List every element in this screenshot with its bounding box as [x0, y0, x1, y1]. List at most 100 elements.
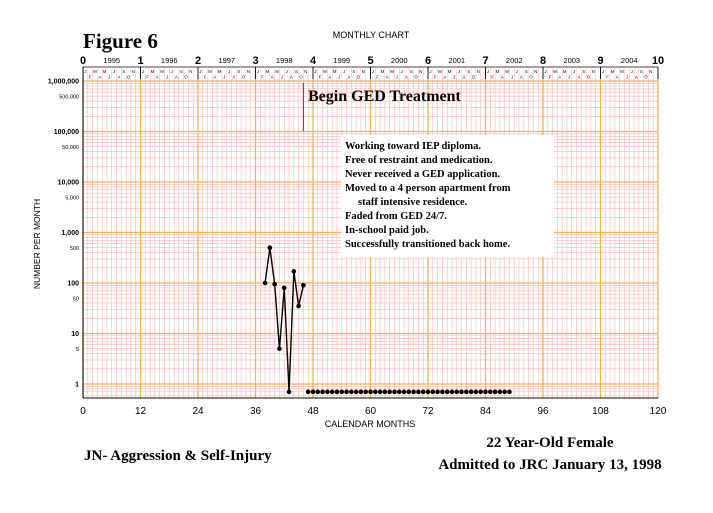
- data-point: [296, 303, 301, 309]
- month-letter: J: [142, 69, 144, 74]
- month-letter: M: [333, 69, 337, 74]
- month-letter: M: [505, 69, 509, 74]
- month-letter: O: [357, 75, 361, 80]
- month-letter: J: [338, 75, 340, 80]
- data-point: [425, 389, 431, 395]
- month-letter: J: [171, 69, 173, 74]
- data-point: [449, 389, 455, 395]
- month-letter: M: [438, 69, 442, 74]
- data-series: [262, 83, 512, 395]
- month-letter: F: [549, 75, 552, 80]
- month-letter: S: [410, 69, 413, 74]
- month-letter: F: [89, 75, 92, 80]
- x-tick-label: 96: [537, 406, 549, 417]
- month-letter: S: [467, 69, 470, 74]
- y-tick-label: 500: [70, 246, 79, 252]
- x-tick-label: 12: [135, 406, 147, 417]
- month-letter: S: [237, 69, 240, 74]
- top-year-label: 2001: [448, 56, 465, 65]
- footer-left: JN- Aggression & Self-Injury: [84, 448, 272, 464]
- month-letter: F: [434, 75, 437, 80]
- top-year-number: 9: [597, 55, 603, 67]
- month-letter: J: [228, 69, 230, 74]
- month-letter: M: [553, 69, 557, 74]
- notes-box: [341, 135, 554, 257]
- y-tick-label: 100,000: [54, 129, 79, 136]
- month-letter: A: [405, 75, 408, 80]
- month-letter: A: [233, 75, 236, 80]
- top-year-number: 0: [80, 55, 86, 67]
- data-point: [310, 389, 316, 395]
- data-point: [411, 389, 416, 395]
- month-letter: N: [304, 69, 307, 74]
- month-letter: M: [390, 69, 394, 74]
- month-letter: O: [184, 75, 188, 80]
- month-letter: M: [611, 69, 615, 74]
- month-letter: F: [319, 75, 322, 80]
- x-tick-label: 120: [650, 406, 667, 417]
- month-letter: N: [592, 69, 595, 74]
- data-point: [272, 281, 277, 287]
- month-letter: J: [108, 75, 110, 80]
- month-letter: J: [511, 75, 513, 80]
- month-letter: J: [84, 69, 86, 74]
- month-letter: A: [98, 75, 101, 80]
- top-year-number: 4: [310, 55, 317, 67]
- data-point: [267, 245, 273, 251]
- data-point: [502, 389, 507, 395]
- month-letter: O: [299, 75, 303, 80]
- month-letter: O: [127, 75, 131, 80]
- top-year-number: 10: [652, 55, 664, 67]
- month-letter: A: [501, 75, 504, 80]
- x-tick-label: 72: [422, 406, 434, 417]
- month-letter: F: [146, 75, 149, 80]
- data-point: [325, 389, 330, 395]
- month-letter: A: [616, 75, 619, 80]
- figure-label: Figure 6: [83, 29, 158, 53]
- y-tick-label: 5: [76, 347, 79, 353]
- data-point: [416, 389, 421, 395]
- month-letter: O: [414, 75, 418, 80]
- data-point: [315, 389, 321, 395]
- month-letter: J: [602, 69, 604, 74]
- month-letter: A: [520, 75, 523, 80]
- data-point: [440, 389, 445, 395]
- note-line: Faded from GED 24/7.: [345, 211, 447, 222]
- month-letter: A: [156, 75, 159, 80]
- note-line: Free of restraint and medication.: [345, 155, 493, 166]
- month-letter: J: [401, 69, 403, 74]
- month-letter: O: [472, 75, 476, 80]
- month-letter: N: [419, 69, 422, 74]
- month-letter: F: [491, 75, 494, 80]
- month-letter: O: [587, 75, 591, 80]
- month-letter: J: [544, 69, 546, 74]
- x-tick-label: 0: [80, 406, 86, 417]
- month-letter: S: [352, 69, 355, 74]
- month-letter: A: [290, 75, 293, 80]
- data-point: [377, 389, 383, 395]
- x-tick-label: 60: [365, 406, 377, 417]
- month-letter: S: [582, 69, 585, 74]
- data-point: [387, 389, 392, 395]
- data-point: [281, 285, 287, 291]
- month-letter: J: [281, 75, 283, 80]
- data-point: [478, 389, 484, 395]
- top-year-label: 1995: [103, 56, 120, 65]
- month-letter: A: [348, 75, 351, 80]
- month-letter: M: [448, 69, 452, 74]
- y-tick-label: 500,000: [59, 95, 79, 101]
- month-letter: F: [261, 75, 264, 80]
- note-line: Moved to a 4 person apartment from: [345, 183, 511, 194]
- month-letter: F: [606, 75, 609, 80]
- x-tick-label: 24: [192, 406, 204, 417]
- top-year-number: 7: [482, 55, 488, 67]
- data-point: [430, 389, 436, 395]
- data-point: [468, 389, 474, 395]
- month-letter: J: [487, 69, 489, 74]
- y-tick-label: 100: [67, 281, 79, 288]
- month-letter: J: [223, 75, 225, 80]
- x-axis-label: CALENDAR MONTHS: [325, 419, 416, 429]
- data-point: [358, 389, 364, 395]
